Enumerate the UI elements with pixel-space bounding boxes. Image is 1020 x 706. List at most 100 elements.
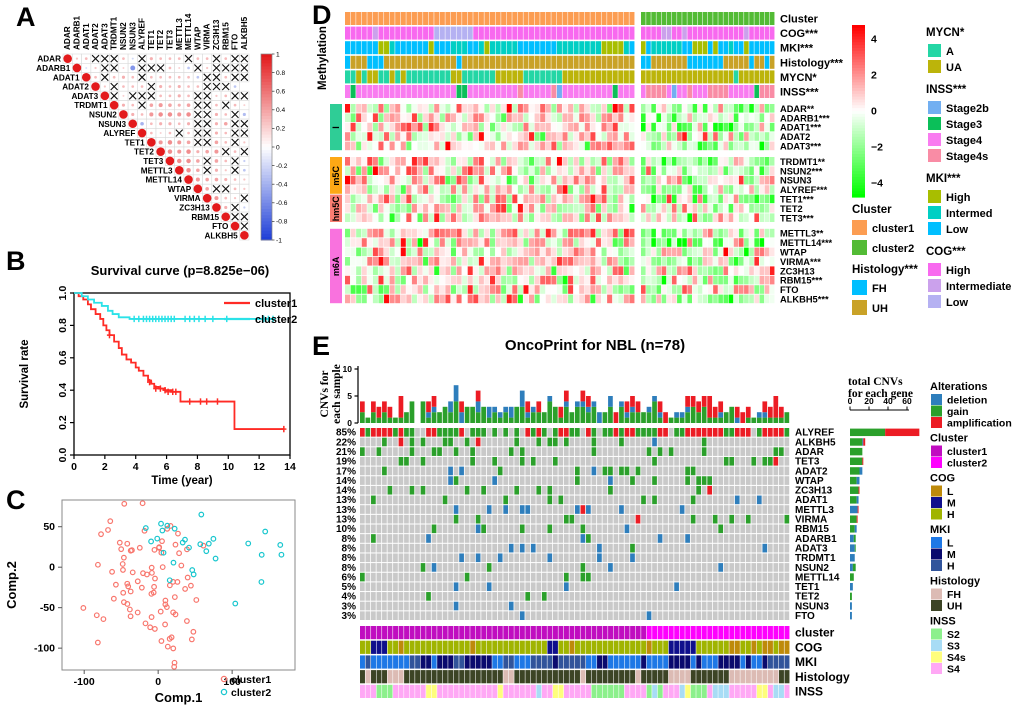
svg-text:RBM15: RBM15	[221, 22, 230, 50]
svg-text:RBM15***: RBM15***	[780, 276, 823, 286]
svg-text:1: 1	[276, 51, 280, 58]
svg-text:Low: Low	[946, 224, 968, 236]
svg-text:8%: 8%	[342, 543, 357, 554]
svg-text:High: High	[946, 265, 971, 277]
methylation-heatmap-panel: Cluster COG*** MKI*** Histology*** MYCN* INSS…	[317, 12, 1011, 315]
svg-text:ZC3H13: ZC3H13	[795, 486, 833, 497]
panel-e-label: E	[312, 331, 331, 361]
svg-text:MYCN*: MYCN*	[926, 27, 965, 39]
svg-text:Cluster: Cluster	[852, 204, 892, 216]
svg-text:NSUN2: NSUN2	[89, 110, 117, 119]
svg-text:ADARB1***: ADARB1***	[780, 113, 830, 123]
svg-text:ZC3H13: ZC3H13	[780, 266, 815, 276]
svg-text:INSS***: INSS***	[780, 87, 819, 99]
svg-text:-0.2: -0.2	[276, 163, 288, 170]
oncoprint-panel: 0 5 10 CNVs for each sample 85% ALYREF 22% ALKBH…	[319, 364, 1012, 699]
svg-text:8%: 8%	[342, 553, 357, 564]
svg-text:High: High	[946, 192, 971, 204]
svg-text:14: 14	[284, 461, 296, 473]
svg-text:10: 10	[343, 364, 353, 374]
svg-text:Comp.2: Comp.2	[4, 561, 19, 609]
svg-text:Comp.1: Comp.1	[155, 690, 203, 705]
svg-text:TET2: TET2	[134, 148, 154, 157]
svg-text:NSUN3: NSUN3	[98, 120, 126, 129]
svg-text:5%: 5%	[342, 582, 357, 593]
svg-text:0.8: 0.8	[276, 70, 285, 77]
svg-text:0.2: 0.2	[276, 126, 285, 133]
svg-text:8%: 8%	[342, 534, 357, 545]
svg-text:ALKBH5: ALKBH5	[795, 437, 836, 448]
svg-text:TET2: TET2	[795, 592, 820, 603]
svg-text:VIRMA: VIRMA	[203, 24, 212, 50]
svg-text:TET3***: TET3***	[780, 213, 814, 223]
svg-text:VIRMA***: VIRMA***	[780, 257, 821, 267]
svg-text:50: 50	[43, 521, 55, 533]
survival-panel: 0 2 4 6 8 10 12 14 0.0 0.2 0.4 0.6 0.8 1.0 Time (year)…	[19, 286, 297, 487]
svg-text:MKI***: MKI***	[926, 173, 961, 185]
svg-text:total CNVs: total CNVs	[848, 376, 903, 388]
svg-text:2: 2	[102, 461, 108, 473]
svg-text:cluster1: cluster1	[231, 674, 271, 686]
svg-text:ZC3H13: ZC3H13	[212, 19, 221, 50]
svg-text:−4: −4	[871, 178, 883, 190]
panel-b-label: B	[6, 246, 26, 276]
svg-text:cluster2: cluster2	[255, 314, 297, 326]
svg-text:14%: 14%	[336, 486, 356, 497]
svg-text:0: 0	[71, 461, 77, 473]
svg-text:METTL14***: METTL14***	[780, 238, 833, 248]
svg-text:NSUN3: NSUN3	[780, 176, 812, 186]
svg-text:ALYREF***: ALYREF***	[780, 185, 828, 195]
svg-text:METTL14: METTL14	[145, 176, 182, 185]
svg-text:12: 12	[253, 461, 265, 473]
svg-text:METTL3: METTL3	[141, 166, 173, 175]
svg-text:MKI***: MKI***	[780, 43, 814, 55]
svg-text:METTL3**: METTL3**	[780, 229, 824, 239]
svg-text:2: 2	[871, 70, 877, 82]
oncoprint-title: OncoPrint for NBL (n=78)	[504, 337, 686, 354]
svg-text:85%: 85%	[336, 428, 356, 439]
svg-text:-50: -50	[40, 602, 55, 614]
corrplot-panel: ADAR ADARB1 ADAT1 ADAT2 ADAT3 TRDMT1 NSUN2 NSUN…	[36, 13, 288, 244]
svg-text:4%: 4%	[342, 592, 357, 603]
svg-text:0: 0	[49, 562, 55, 574]
svg-text:-100: -100	[34, 643, 55, 655]
svg-text:Histology***: Histology***	[780, 57, 844, 69]
svg-text:3%: 3%	[342, 611, 357, 622]
svg-text:Stage2b: Stage2b	[946, 103, 989, 115]
svg-text:ADAT1: ADAT1	[82, 23, 91, 50]
svg-text:ADAT3***: ADAT3***	[780, 142, 822, 152]
svg-text:ZC3H13: ZC3H13	[179, 203, 210, 212]
svg-text:5: 5	[347, 391, 352, 401]
svg-text:ALKBH5***: ALKBH5***	[780, 295, 829, 305]
svg-text:ADARB1: ADARB1	[795, 534, 837, 545]
svg-text:METTL14: METTL14	[795, 572, 840, 583]
svg-text:TET3: TET3	[143, 157, 163, 166]
svg-text:13%: 13%	[336, 505, 356, 516]
svg-text:NSUN2***: NSUN2***	[780, 166, 823, 176]
svg-text:ADAR: ADAR	[37, 55, 61, 64]
svg-text:WTAP: WTAP	[780, 248, 807, 258]
svg-text:ADAT3: ADAT3	[795, 543, 828, 554]
svg-text:22%: 22%	[336, 437, 356, 448]
svg-text:ADAT3: ADAT3	[100, 23, 109, 50]
svg-text:TET1: TET1	[125, 138, 145, 147]
svg-text:TET1***: TET1***	[780, 195, 814, 205]
svg-text:TET2: TET2	[780, 204, 803, 214]
svg-text:3%: 3%	[342, 601, 357, 612]
svg-text:TRDMT1**: TRDMT1**	[780, 157, 825, 167]
svg-text:ADAT3: ADAT3	[72, 92, 99, 101]
svg-text:-1: -1	[276, 237, 282, 244]
svg-text:4: 4	[871, 34, 877, 46]
svg-text:0.4: 0.4	[57, 383, 69, 398]
svg-text:8%: 8%	[342, 563, 357, 574]
svg-text:ADAT1: ADAT1	[795, 495, 828, 506]
svg-text:cluster1: cluster1	[872, 223, 914, 235]
svg-text:ALKBH5: ALKBH5	[240, 16, 249, 50]
svg-text:Time (year): Time (year)	[151, 475, 212, 487]
svg-text:ADAT2: ADAT2	[780, 132, 810, 142]
svg-text:METTL14: METTL14	[184, 13, 193, 50]
svg-text:8: 8	[195, 461, 201, 473]
svg-text:CNVs for: CNVs for	[319, 371, 331, 418]
svg-text:FTO: FTO	[795, 611, 815, 622]
